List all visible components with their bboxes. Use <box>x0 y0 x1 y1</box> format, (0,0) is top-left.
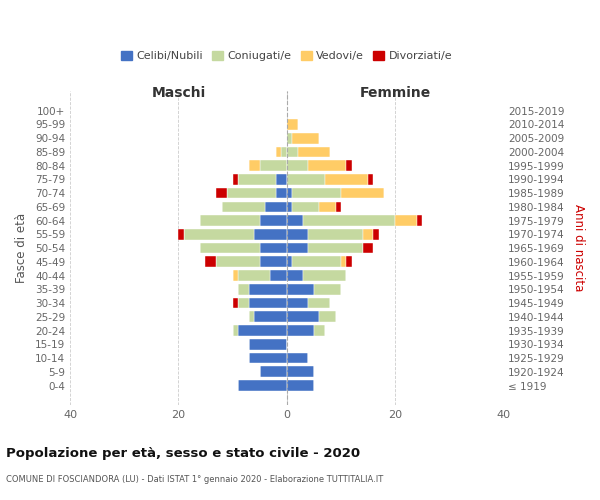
Bar <box>260 242 287 254</box>
Bar <box>200 216 260 226</box>
Bar <box>238 325 287 336</box>
Bar <box>287 270 303 281</box>
Bar <box>373 229 379 239</box>
Bar <box>249 160 260 171</box>
Bar <box>260 216 287 226</box>
Legend: Celibi/Nubili, Coniugati/e, Vedovi/e, Divorziati/e: Celibi/Nubili, Coniugati/e, Vedovi/e, Di… <box>117 46 457 66</box>
Text: Maschi: Maschi <box>151 86 206 100</box>
Bar <box>233 270 238 281</box>
Bar <box>287 202 292 212</box>
Bar <box>276 174 287 184</box>
Bar <box>276 146 281 158</box>
Bar <box>303 216 395 226</box>
Bar <box>205 256 217 267</box>
Bar <box>249 312 254 322</box>
Bar <box>254 229 287 239</box>
Bar <box>292 188 341 198</box>
Y-axis label: Anni di nascita: Anni di nascita <box>572 204 585 292</box>
Bar <box>238 298 249 308</box>
Bar <box>184 229 254 239</box>
Bar <box>287 298 308 308</box>
Bar <box>319 202 335 212</box>
Bar <box>341 188 384 198</box>
Text: COMUNE DI FOSCIANDORA (LU) - Dati ISTAT 1° gennaio 2020 - Elaborazione TUTTITALI: COMUNE DI FOSCIANDORA (LU) - Dati ISTAT … <box>6 475 383 484</box>
Bar <box>200 242 260 254</box>
Bar <box>227 188 276 198</box>
Bar <box>260 256 287 267</box>
Bar <box>238 174 276 184</box>
Bar <box>287 160 308 171</box>
Bar <box>287 133 292 143</box>
Bar <box>238 270 271 281</box>
Bar <box>249 339 287 349</box>
Bar <box>292 133 319 143</box>
Bar <box>362 242 373 254</box>
Bar <box>260 366 287 377</box>
Bar <box>217 256 260 267</box>
Bar <box>287 174 325 184</box>
Bar <box>314 325 325 336</box>
Bar <box>233 174 238 184</box>
Bar <box>346 160 352 171</box>
Bar <box>222 202 265 212</box>
Bar <box>287 146 298 158</box>
Bar <box>341 256 346 267</box>
Bar <box>238 380 287 391</box>
Bar <box>238 284 249 294</box>
Bar <box>287 380 314 391</box>
Bar <box>308 160 346 171</box>
Text: Femmine: Femmine <box>359 86 431 100</box>
Bar <box>287 242 308 254</box>
Bar <box>260 160 287 171</box>
Y-axis label: Fasce di età: Fasce di età <box>15 213 28 283</box>
Bar <box>287 188 292 198</box>
Bar <box>314 284 341 294</box>
Bar <box>287 284 314 294</box>
Bar <box>249 352 287 364</box>
Bar <box>254 312 287 322</box>
Bar <box>217 188 227 198</box>
Text: Popolazione per età, sesso e stato civile - 2020: Popolazione per età, sesso e stato civil… <box>6 448 360 460</box>
Bar <box>233 298 238 308</box>
Bar <box>417 216 422 226</box>
Bar <box>335 202 341 212</box>
Bar <box>271 270 287 281</box>
Bar <box>287 229 308 239</box>
Bar <box>292 202 319 212</box>
Bar <box>249 284 287 294</box>
Bar <box>292 256 341 267</box>
Bar <box>303 270 346 281</box>
Bar <box>308 229 362 239</box>
Bar <box>287 366 314 377</box>
Bar <box>287 325 314 336</box>
Bar <box>178 229 184 239</box>
Bar <box>233 325 238 336</box>
Bar <box>308 242 362 254</box>
Bar <box>287 352 308 364</box>
Bar <box>287 312 319 322</box>
Bar <box>308 298 330 308</box>
Bar <box>395 216 417 226</box>
Bar <box>276 188 287 198</box>
Bar <box>362 229 373 239</box>
Bar <box>281 146 287 158</box>
Bar <box>265 202 287 212</box>
Bar <box>368 174 373 184</box>
Bar <box>325 174 368 184</box>
Bar <box>298 146 330 158</box>
Bar <box>287 216 303 226</box>
Bar <box>319 312 335 322</box>
Bar <box>287 256 292 267</box>
Bar <box>287 119 298 130</box>
Bar <box>249 298 287 308</box>
Bar <box>346 256 352 267</box>
